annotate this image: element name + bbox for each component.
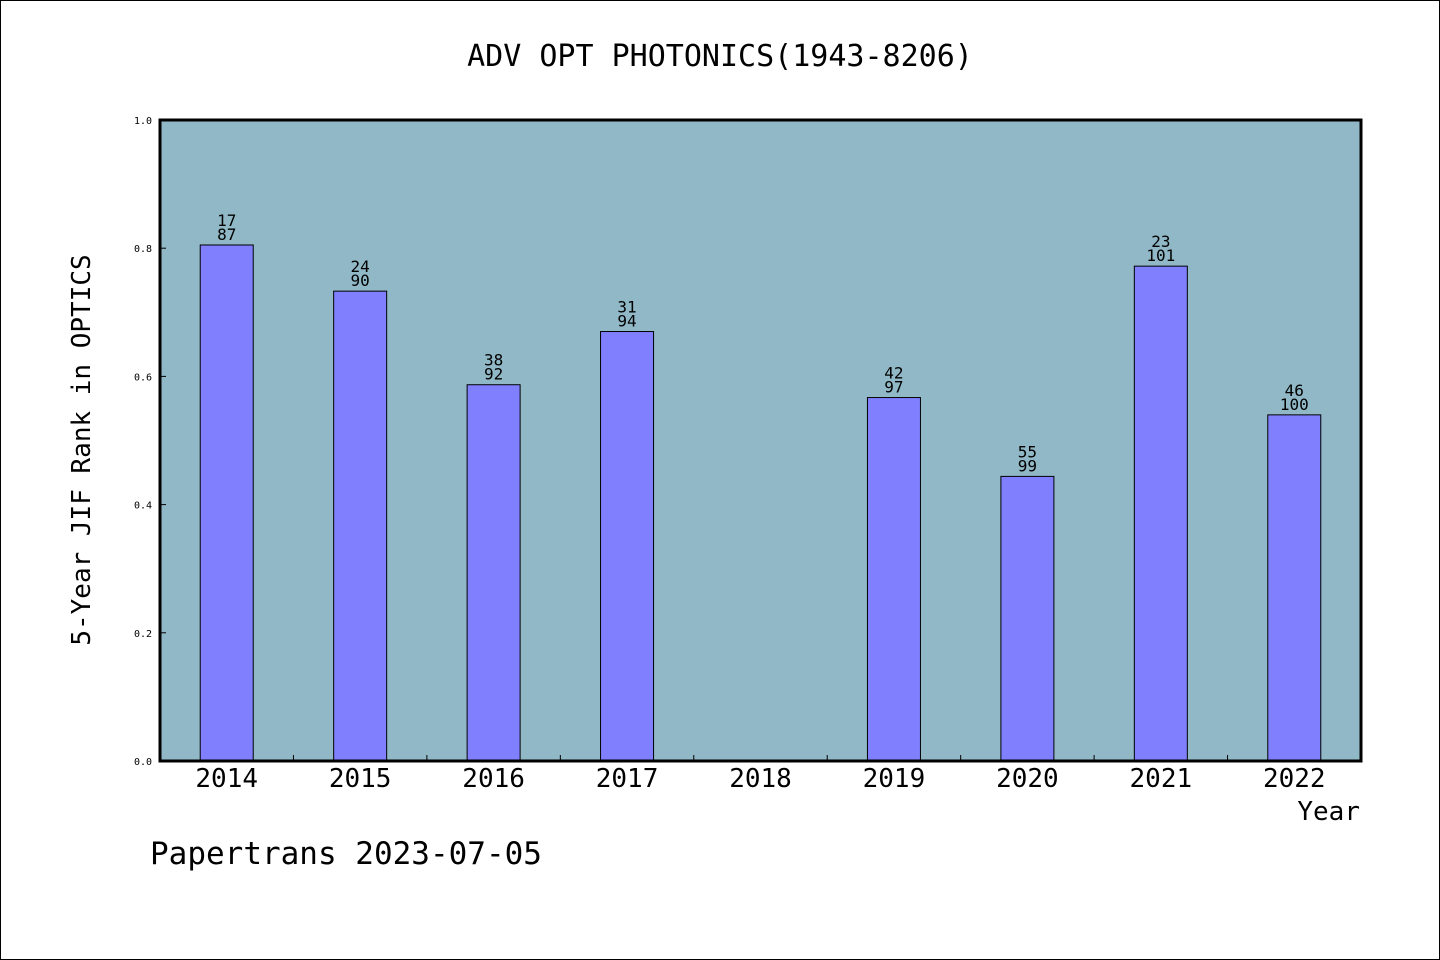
y-axis-label: 5-Year JIF Rank in OPTICS bbox=[67, 254, 97, 645]
plot-border bbox=[158, 118, 1363, 763]
x-tick-label: 2014 bbox=[195, 764, 258, 794]
y-tick-label: 0.6 bbox=[134, 372, 152, 383]
bar-total-label: 87 bbox=[217, 225, 236, 244]
bar-2022 bbox=[1267, 414, 1322, 762]
x-axis-ticks: 2014 2015 2016 2017 2018 2019 2020 2021 2022 bbox=[195, 755, 1326, 794]
chart-title: ADV OPT PHOTONICS(1943-8206) bbox=[467, 39, 973, 74]
bar-rank-label: 17 bbox=[217, 211, 236, 230]
y-tick-label: 0.2 bbox=[134, 629, 152, 640]
bar-rank-label: 46 bbox=[1285, 381, 1304, 400]
bar-total-label: 101 bbox=[1146, 246, 1175, 265]
bar-2021 bbox=[1133, 265, 1188, 762]
bar-2016 bbox=[466, 384, 521, 762]
bar-2017 bbox=[600, 331, 655, 762]
y-tick-label: 1.0 bbox=[134, 116, 152, 127]
bar-rank-label: 23 bbox=[1151, 232, 1170, 251]
bar-rank-label: 24 bbox=[351, 257, 370, 276]
x-tick-label: 2015 bbox=[329, 764, 392, 794]
x-tick-label: 2018 bbox=[729, 764, 792, 794]
x-tick-label: 2021 bbox=[1130, 764, 1193, 794]
y-tick-label: 0.8 bbox=[134, 244, 152, 255]
y-tick-label: 0.0 bbox=[134, 757, 152, 768]
bar-total-label: 97 bbox=[884, 378, 903, 397]
bar-rank-label: 38 bbox=[484, 351, 503, 370]
x-tick-label: 2019 bbox=[863, 764, 926, 794]
x-tick-label: 2022 bbox=[1263, 764, 1326, 794]
bar-2019 bbox=[866, 397, 921, 762]
footer-text: Papertrans 2023-07-05 bbox=[150, 836, 542, 872]
bar-total-label: 92 bbox=[484, 365, 503, 384]
x-axis-label: Year bbox=[1297, 797, 1360, 827]
bar-rank-label: 42 bbox=[884, 364, 903, 383]
x-tick-label: 2020 bbox=[996, 764, 1059, 794]
bar-total-label: 100 bbox=[1280, 395, 1309, 414]
bar-total-label: 99 bbox=[1018, 456, 1037, 475]
bar-2015 bbox=[333, 290, 388, 762]
bar-rank-label: 31 bbox=[617, 298, 636, 317]
bar-rank-label: 55 bbox=[1018, 442, 1037, 461]
bar-total-label: 90 bbox=[351, 271, 370, 290]
y-tick-label: 0.4 bbox=[134, 501, 152, 512]
bar-2014 bbox=[199, 244, 254, 762]
x-tick-label: 2017 bbox=[596, 764, 659, 794]
bar-total-label: 94 bbox=[617, 312, 636, 331]
x-tick-label: 2016 bbox=[462, 764, 525, 794]
bar-2020 bbox=[1000, 475, 1055, 762]
